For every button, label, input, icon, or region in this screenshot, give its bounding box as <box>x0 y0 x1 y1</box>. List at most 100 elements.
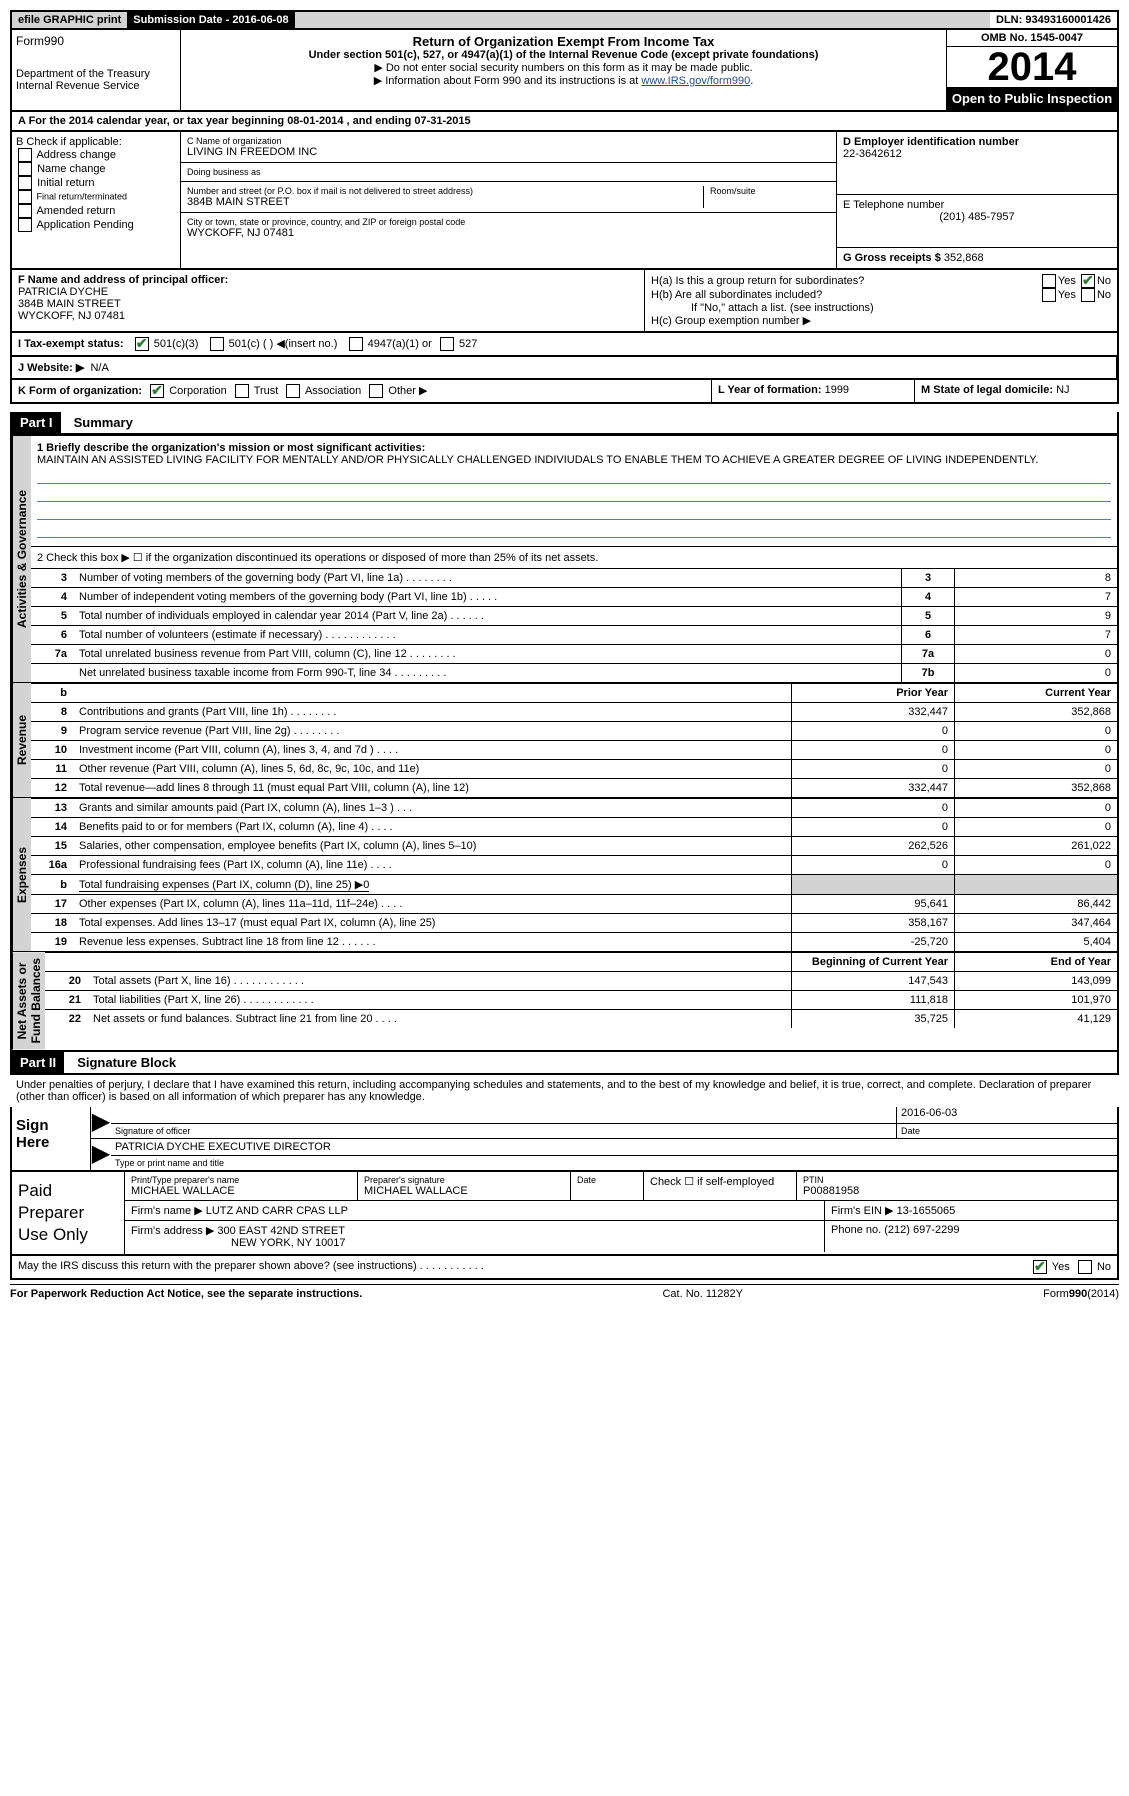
form-number: Form990 <box>16 34 176 48</box>
phone-value: (201) 485-7957 <box>843 211 1111 223</box>
self-employed-check[interactable]: Check ☐ if self-employed <box>644 1172 797 1200</box>
gross-receipts-value: 352,868 <box>944 252 984 264</box>
opt-name-change[interactable]: Name change <box>16 162 176 176</box>
hb-label: H(b) Are all subordinates included? <box>651 289 822 301</box>
city-label: City or town, state or province, country… <box>187 217 830 227</box>
part2-header: Part II Signature Block <box>10 1052 1119 1075</box>
footer-center: Cat. No. 11282Y <box>662 1288 743 1300</box>
vtab-revenue: Revenue <box>12 683 31 797</box>
open-public: Open to Public Inspection <box>947 87 1117 110</box>
page-title: Return of Organization Exempt From Incom… <box>185 34 942 49</box>
room-label: Room/suite <box>710 186 830 196</box>
opt-pending[interactable]: Application Pending <box>16 218 176 232</box>
firm-name: LUTZ AND CARR CPAS LLP <box>206 1205 348 1217</box>
arrow-icon: ▶ <box>91 1139 111 1170</box>
irs-link[interactable]: www.IRS.gov/form990 <box>641 75 750 87</box>
opt-initial-return[interactable]: Initial return <box>16 176 176 190</box>
firm-addr2: NEW YORK, NY 10017 <box>131 1237 346 1249</box>
section-identity: B Check if applicable: Address change Na… <box>10 132 1119 270</box>
submission-date: Submission Date - 2016-06-08 <box>127 12 294 28</box>
status-527[interactable] <box>440 337 454 351</box>
tax-exempt-row: I Tax-exempt status: 501(c)(3) 501(c) ( … <box>10 333 1119 357</box>
hc-label: H(c) Group exemption number ▶ <box>651 314 1111 327</box>
org-corp[interactable] <box>150 384 164 398</box>
year-formation: 1999 <box>825 384 849 396</box>
form-header: Form990 Department of the Treasury Inter… <box>10 30 1119 112</box>
ein-label: D Employer identification number <box>843 136 1111 148</box>
klm-row: K Form of organization: Corporation Trus… <box>10 380 1119 404</box>
sig-officer-label: Signature of officer <box>111 1124 896 1138</box>
vtab-net: Net Assets or Fund Balances <box>12 952 45 1049</box>
efile-label[interactable]: efile GRAPHIC print <box>12 12 127 28</box>
firm-addr1: 300 EAST 42ND STREET <box>217 1225 345 1237</box>
table-revenue: bPrior YearCurrent Year8Contributions an… <box>31 683 1117 797</box>
opt-final-return[interactable]: Final return/terminated <box>16 190 176 204</box>
table-activities: 3Number of voting members of the governi… <box>31 568 1117 682</box>
q1-label: 1 Briefly describe the organization's mi… <box>37 442 425 454</box>
ha-yes[interactable] <box>1042 274 1056 288</box>
ein-value: 22-3642612 <box>843 148 1111 160</box>
hb-no[interactable] <box>1081 288 1095 302</box>
typeprint-label: Type or print name and title <box>111 1156 1117 1170</box>
discuss-no[interactable] <box>1078 1260 1092 1274</box>
firm-phone: (212) 697-2299 <box>884 1224 959 1236</box>
table-net-assets: Beginning of Current YearEnd of Year20To… <box>45 952 1117 1028</box>
phone-label: E Telephone number <box>843 199 1111 211</box>
state-domicile: NJ <box>1056 384 1069 396</box>
dba-label: Doing business as <box>187 167 830 177</box>
section-officer: F Name and address of principal officer:… <box>10 270 1119 333</box>
org-other[interactable] <box>369 384 383 398</box>
org-assoc[interactable] <box>286 384 300 398</box>
discuss-yes[interactable] <box>1033 1260 1047 1274</box>
ptin-value: P00881958 <box>803 1185 1111 1197</box>
vtab-expenses: Expenses <box>12 798 31 951</box>
tax-year: 2014 <box>947 47 1117 87</box>
website-row: J Website: ▶ N/A <box>10 357 1119 380</box>
part1-header: Part I Summary <box>10 412 1119 435</box>
opt-address-change[interactable]: Address change <box>16 148 176 162</box>
footer-left: For Paperwork Reduction Act Notice, see … <box>10 1288 362 1300</box>
header-sub2: ▶ Do not enter social security numbers o… <box>185 61 942 74</box>
dln: DLN: 93493160001426 <box>990 12 1117 28</box>
officer-name: PATRICIA DYCHE <box>18 286 638 298</box>
org-name: LIVING IN FREEDOM INC <box>187 146 830 158</box>
q2-text: 2 Check this box ▶ ☐ if the organization… <box>31 547 1117 568</box>
officer-name-title: PATRICIA DYCHE EXECUTIVE DIRECTOR <box>111 1139 1117 1156</box>
org-name-label: C Name of organization <box>187 136 830 146</box>
firm-ein: 13-1655065 <box>897 1205 956 1217</box>
preparer-sig: MICHAEL WALLACE <box>364 1185 564 1197</box>
paid-preparer-label: Paid Preparer Use Only <box>12 1172 125 1254</box>
top-bar: efile GRAPHIC print Submission Date - 20… <box>10 10 1119 30</box>
discuss-row: May the IRS discuss this return with the… <box>10 1256 1119 1280</box>
status-501c[interactable] <box>210 337 224 351</box>
signature-block: Sign Here ▶ Signature of officer 2016-06… <box>10 1107 1119 1172</box>
footer: For Paperwork Reduction Act Notice, see … <box>10 1284 1119 1303</box>
status-501c3[interactable] <box>135 337 149 351</box>
preparer-block: Paid Preparer Use Only Print/Type prepar… <box>10 1172 1119 1256</box>
ha-no[interactable] <box>1081 274 1095 288</box>
part1-body: Activities & Governance 1 Briefly descri… <box>10 435 1119 1051</box>
footer-right: Form990(2014) <box>1043 1288 1119 1300</box>
vtab-activities: Activities & Governance <box>12 436 31 682</box>
city-state-zip: WYCKOFF, NJ 07481 <box>187 227 830 239</box>
mission-text: MAINTAIN AN ASSISTED LIVING FACILITY FOR… <box>37 454 1038 466</box>
box-b-label: B Check if applicable: <box>16 136 176 148</box>
ha-label: H(a) Is this a group return for subordin… <box>651 275 864 287</box>
hb-yes[interactable] <box>1042 288 1056 302</box>
sig-date-value: 2016-06-03 <box>897 1107 1117 1124</box>
sign-here-label: Sign Here <box>12 1107 91 1170</box>
spacer <box>295 12 990 28</box>
opt-amended[interactable]: Amended return <box>16 204 176 218</box>
officer-addr1: 384B MAIN STREET <box>18 298 638 310</box>
officer-label: F Name and address of principal officer: <box>18 274 638 286</box>
line-a: A For the 2014 calendar year, or tax yea… <box>10 112 1119 132</box>
irs-label: Internal Revenue Service <box>16 80 176 92</box>
gross-receipts-label: G Gross receipts $ <box>843 252 941 264</box>
org-trust[interactable] <box>235 384 249 398</box>
header-sub1: Under section 501(c), 527, or 4947(a)(1)… <box>185 49 942 61</box>
table-expenses: 13Grants and similar amounts paid (Part … <box>31 798 1117 951</box>
website-value: N/A <box>90 362 108 374</box>
status-4947[interactable] <box>349 337 363 351</box>
preparer-name: MICHAEL WALLACE <box>131 1185 351 1197</box>
arrow-icon: ▶ <box>91 1107 111 1138</box>
